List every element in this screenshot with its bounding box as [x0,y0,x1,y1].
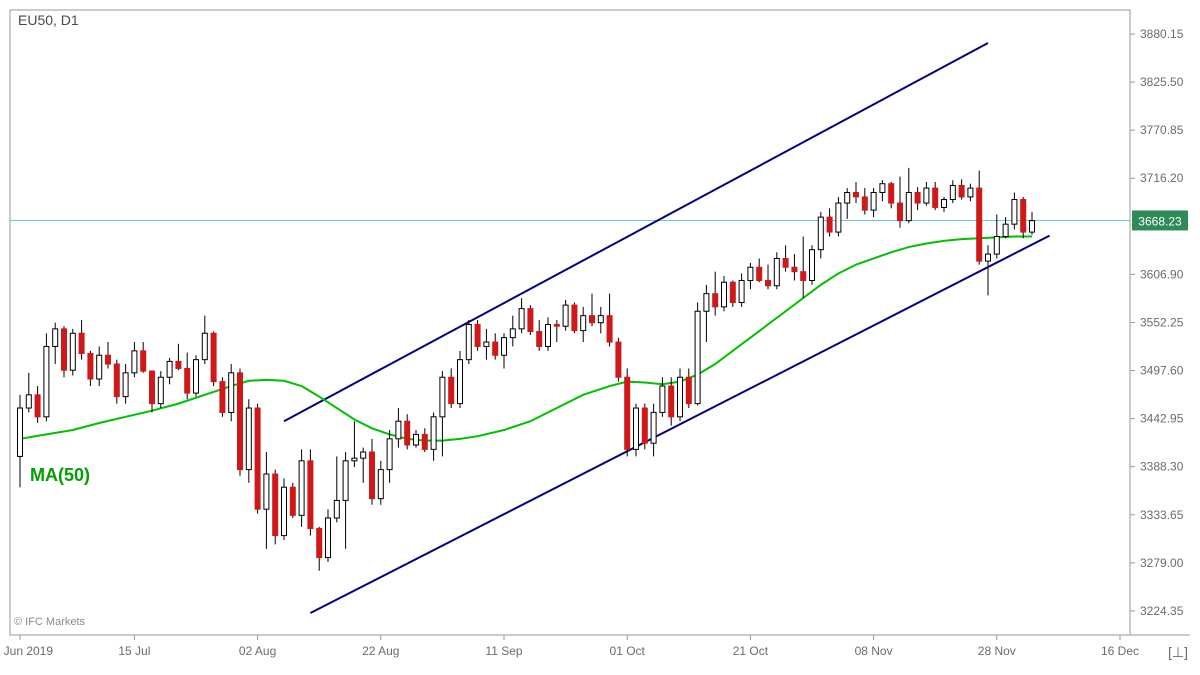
svg-text:11 Sep: 11 Sep [485,644,522,658]
svg-text:3668.23: 3668.23 [1138,214,1182,228]
svg-text:28 Nov: 28 Nov [978,644,1016,658]
svg-text:[⊥]: [⊥] [1168,644,1188,660]
svg-text:02 Aug: 02 Aug [239,644,276,658]
svg-text:3388.30: 3388.30 [1140,460,1184,474]
svg-text:3497.60: 3497.60 [1140,364,1184,378]
svg-text:16 Dec: 16 Dec [1101,644,1139,658]
svg-text:3606.90: 3606.90 [1140,267,1184,281]
svg-text:3716.20: 3716.20 [1140,171,1184,185]
watermark: © IFC Markets [14,616,85,628]
svg-text:3442.95: 3442.95 [1140,412,1184,426]
svg-text:28 Jun 2019: 28 Jun 2019 [0,644,53,658]
svg-text:21 Oct: 21 Oct [733,644,769,658]
svg-text:15 Jul: 15 Jul [118,644,150,658]
ma50-label: MA(50) [30,465,90,486]
svg-text:01 Oct: 01 Oct [610,644,646,658]
svg-text:3552.25: 3552.25 [1140,315,1184,329]
instrument-title: EU50, D1 [18,12,79,28]
svg-text:3224.35: 3224.35 [1140,604,1184,618]
candlestick-chart[interactable]: 3224.35 3279.00 3333.65 3388.30 3442.95 3497.… [0,0,1200,675]
svg-text:3333.65: 3333.65 [1140,508,1184,522]
svg-text:22 Aug: 22 Aug [362,644,399,658]
svg-text:3770.85: 3770.85 [1140,123,1184,137]
chart-svg: 3224.35 3279.00 3333.65 3388.30 3442.95 3497.… [0,0,1200,675]
svg-text:08 Nov: 08 Nov [855,644,893,658]
svg-text:3279.00: 3279.00 [1140,556,1184,570]
svg-text:3880.15: 3880.15 [1140,27,1184,41]
svg-text:3825.50: 3825.50 [1140,75,1184,89]
